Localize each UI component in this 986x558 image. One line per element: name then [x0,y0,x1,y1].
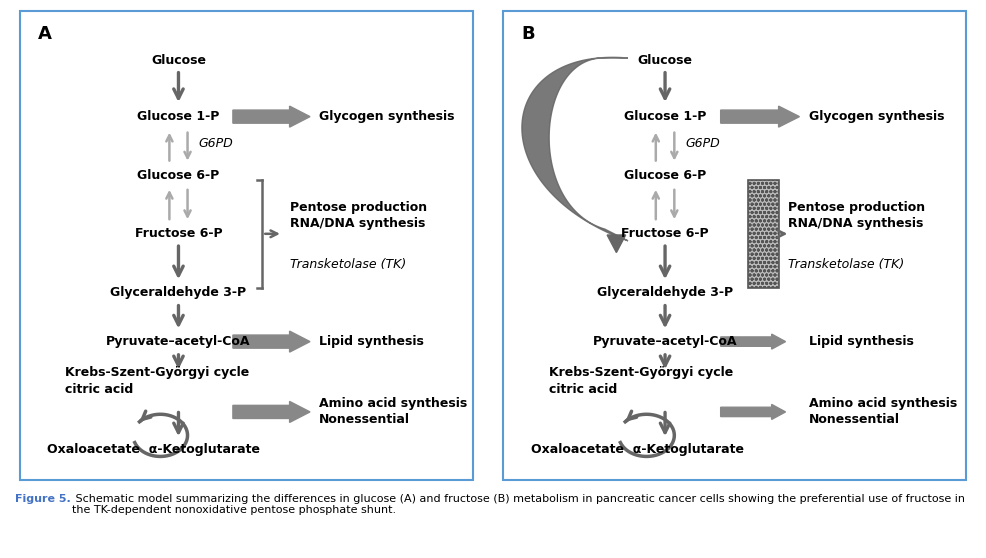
Text: G6PD: G6PD [686,137,721,150]
Text: Pyruvate–acetyl-CoA: Pyruvate–acetyl-CoA [106,335,250,348]
Text: Krebs-Szent-Györgyi cycle
citric acid: Krebs-Szent-Györgyi cycle citric acid [549,367,734,396]
Text: Glucose: Glucose [638,54,692,67]
Text: Glycogen synthesis: Glycogen synthesis [809,110,945,123]
Text: Oxaloacetate  α-Ketoglutarate: Oxaloacetate α-Ketoglutarate [47,443,260,456]
Polygon shape [522,57,628,241]
FancyArrow shape [233,401,310,422]
Text: Krebs-Szent-Györgyi cycle
citric acid: Krebs-Szent-Györgyi cycle citric acid [65,367,249,396]
Bar [748,180,779,288]
Text: Glycogen synthesis: Glycogen synthesis [319,110,455,123]
Text: A: A [37,25,51,43]
Text: Lipid synthesis: Lipid synthesis [319,335,424,348]
Text: G6PD: G6PD [199,137,234,150]
Text: Oxaloacetate  α-Ketoglutarate: Oxaloacetate α-Ketoglutarate [530,443,743,456]
FancyBboxPatch shape [20,11,473,480]
Text: Fructose 6-P: Fructose 6-P [621,227,709,240]
Polygon shape [607,235,626,253]
Text: Amino acid synthesis
Nonessential: Amino acid synthesis Nonessential [319,397,467,426]
Text: Schematic model summarizing the differences in glucose (A) and fructose (B) meta: Schematic model summarizing the differen… [72,494,965,516]
FancyArrow shape [721,334,786,349]
Text: Transketolase (TK): Transketolase (TK) [290,258,406,271]
Text: B: B [522,25,535,43]
Text: Glyceraldehyde 3-P: Glyceraldehyde 3-P [110,286,246,299]
Text: Figure 5.: Figure 5. [15,494,71,504]
Text: Glucose 6-P: Glucose 6-P [137,169,220,182]
Text: Lipid synthesis: Lipid synthesis [809,335,914,348]
Text: Fructose 6-P: Fructose 6-P [135,227,222,240]
Text: Transketolase (TK): Transketolase (TK) [788,258,904,271]
Text: Amino acid synthesis
Nonessential: Amino acid synthesis Nonessential [809,397,957,426]
FancyArrow shape [721,405,786,420]
Text: Pentose production
RNA/DNA synthesis: Pentose production RNA/DNA synthesis [290,200,427,229]
Text: Pentose production
RNA/DNA synthesis: Pentose production RNA/DNA synthesis [788,200,925,229]
Text: Glucose: Glucose [151,54,206,67]
FancyArrow shape [721,106,800,127]
FancyArrow shape [233,106,310,127]
Text: Glucose 6-P: Glucose 6-P [624,169,706,182]
FancyBboxPatch shape [503,11,966,480]
Text: Pyruvate–acetyl-CoA: Pyruvate–acetyl-CoA [593,335,738,348]
FancyArrow shape [233,331,310,352]
Text: Glucose 1-P: Glucose 1-P [624,110,706,123]
Text: Glyceraldehyde 3-P: Glyceraldehyde 3-P [597,286,734,299]
Text: Glucose 1-P: Glucose 1-P [137,110,220,123]
